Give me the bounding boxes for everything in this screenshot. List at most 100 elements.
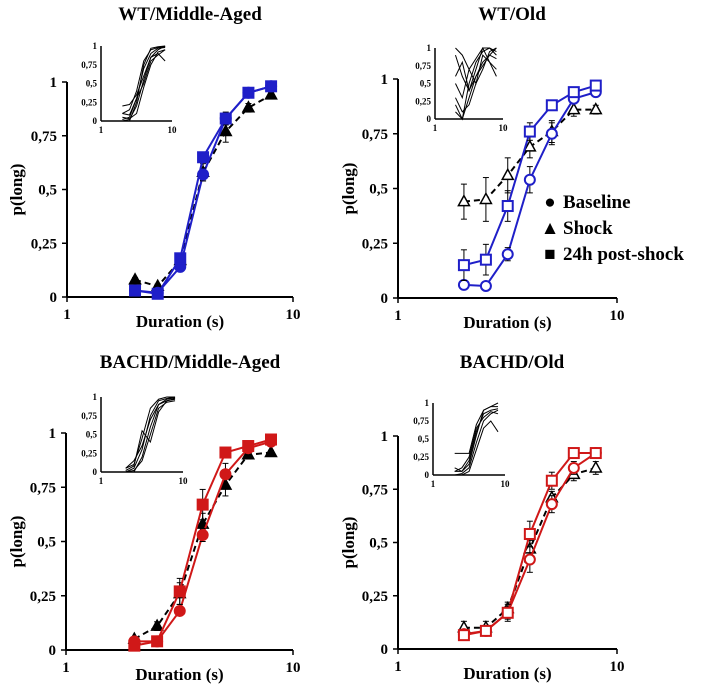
data-point-post-shock [479,624,492,637]
legend: ● Baseline▲ Shock ■ 24h post-shock [541,192,685,265]
inset-y-tick-label: 0,5 [86,430,98,440]
data-point-post-shock [128,639,141,652]
data-point-shock [150,618,164,631]
inset-individual-curve [455,46,497,77]
data-point-post-shock [265,433,278,446]
data-point-shock [457,194,471,207]
data-point-post-shock [457,629,470,642]
series-line-shock [133,451,272,641]
x-axis-label: Duration (s) [135,665,223,684]
data-point-post-shock [457,259,470,272]
inset-individual-curve [122,52,166,122]
data-point-shock [523,139,537,152]
inset-individual-curve [122,45,166,107]
data-point-baseline [567,461,580,474]
x-tick-label: 10 [610,659,625,675]
data-point-post-shock [567,447,580,460]
data-point-baseline [545,498,558,511]
data-point-post-shock [589,447,602,460]
legend-marker: ▲ [541,218,560,239]
panel-title: BACHD/Middle-Aged [100,352,281,373]
inset-x-tick-label: 10 [179,476,189,486]
y-tick-label: 0,25 [362,589,388,605]
data-point-baseline [523,553,536,566]
inset-individual-curve [454,406,499,473]
inset-y-tick-label: 0,75 [81,60,97,70]
inset-y-tick-label: 0,75 [413,416,429,426]
data-point-baseline [501,248,514,261]
inset-x-tick-label: 1 [99,476,104,486]
data-point-baseline [523,173,536,186]
data-point-shock [589,102,603,115]
data-point-post-shock [242,86,255,99]
inset-x-tick-label: 1 [431,479,436,489]
data-point-post-shock [242,440,255,453]
data-point-post-shock [501,200,514,213]
y-tick-label: 0,75 [30,480,56,496]
data-point-shock [128,272,142,285]
legend-label: Baseline [563,192,631,213]
inset-y-tick-label: 1 [93,41,98,51]
inset-y-tick-label: 1 [425,398,430,408]
y-tick-label: 0 [381,291,389,307]
data-point-post-shock [129,284,142,297]
y-tick-label: 1 [50,75,58,91]
data-point-post-shock [196,498,209,511]
y-tick-label: 0 [381,642,389,658]
data-point-shock [241,100,256,113]
y-tick-label: 0,5 [38,183,57,199]
inset-y-tick-label: 0,25 [415,96,431,106]
inset-individual-curve [125,400,176,473]
inset-y-tick-label: 0,5 [418,434,430,444]
x-tick-label: 10 [610,308,625,324]
data-point-shock [479,191,493,205]
inset-individual-curve [122,49,166,116]
inset-individual-curve [122,49,166,120]
inset-y-tick-label: 0,5 [86,79,98,89]
inset-individual-curve [454,420,499,476]
inset-individual-curve [454,411,499,472]
x-tick-label: 1 [62,660,70,676]
y-tick-label: 0,75 [362,127,388,143]
y-tick-label: 0,25 [30,589,56,605]
x-tick-label: 10 [286,660,301,676]
inset-x-tick-label: 10 [499,123,509,133]
data-point-baseline [457,278,470,291]
y-tick-label: 0,25 [362,236,388,252]
legend-marker: ● [544,192,555,213]
inset-y-tick-label: 0 [425,470,430,480]
series-line-24h-post-shock [134,438,272,647]
y-tick-label: 0,5 [37,535,56,551]
data-point-post-shock [219,446,232,459]
data-point-post-shock [523,125,536,138]
inset-y-tick-label: 0,75 [415,61,431,71]
y-tick-label: 1 [381,429,389,445]
inset-plot: 0 0,25 0,5 0,75 1 1 10 [413,398,510,489]
inset-plot: 0 0,25 0,5 0,75 1 1 10 [81,392,188,486]
data-point-post-shock [265,80,278,93]
inset-individual-curve [122,46,166,114]
data-point-post-shock [151,635,164,648]
inset-y-tick-label: 1 [427,43,432,53]
inset-individual-curve [125,396,176,469]
data-point-post-shock [545,99,558,112]
y-tick-label: 0,75 [31,129,57,145]
y-tick-label: 0,75 [362,482,388,498]
inset-y-tick-label: 0,25 [81,97,97,107]
legend-label: Shock [563,218,613,239]
data-point-shock [500,167,515,181]
inset-y-tick-label: 0,75 [81,411,97,421]
inset-y-tick-label: 0,25 [413,452,429,462]
data-point-post-shock [219,112,232,125]
data-point-shock [589,460,603,473]
data-point-baseline [545,127,558,140]
inset-individual-curve [122,45,166,122]
y-axis-label: p(long) [339,163,358,215]
x-axis-label: Duration (s) [463,664,551,683]
inset-y-tick-label: 1 [93,392,98,402]
series-line-baseline [134,85,272,294]
